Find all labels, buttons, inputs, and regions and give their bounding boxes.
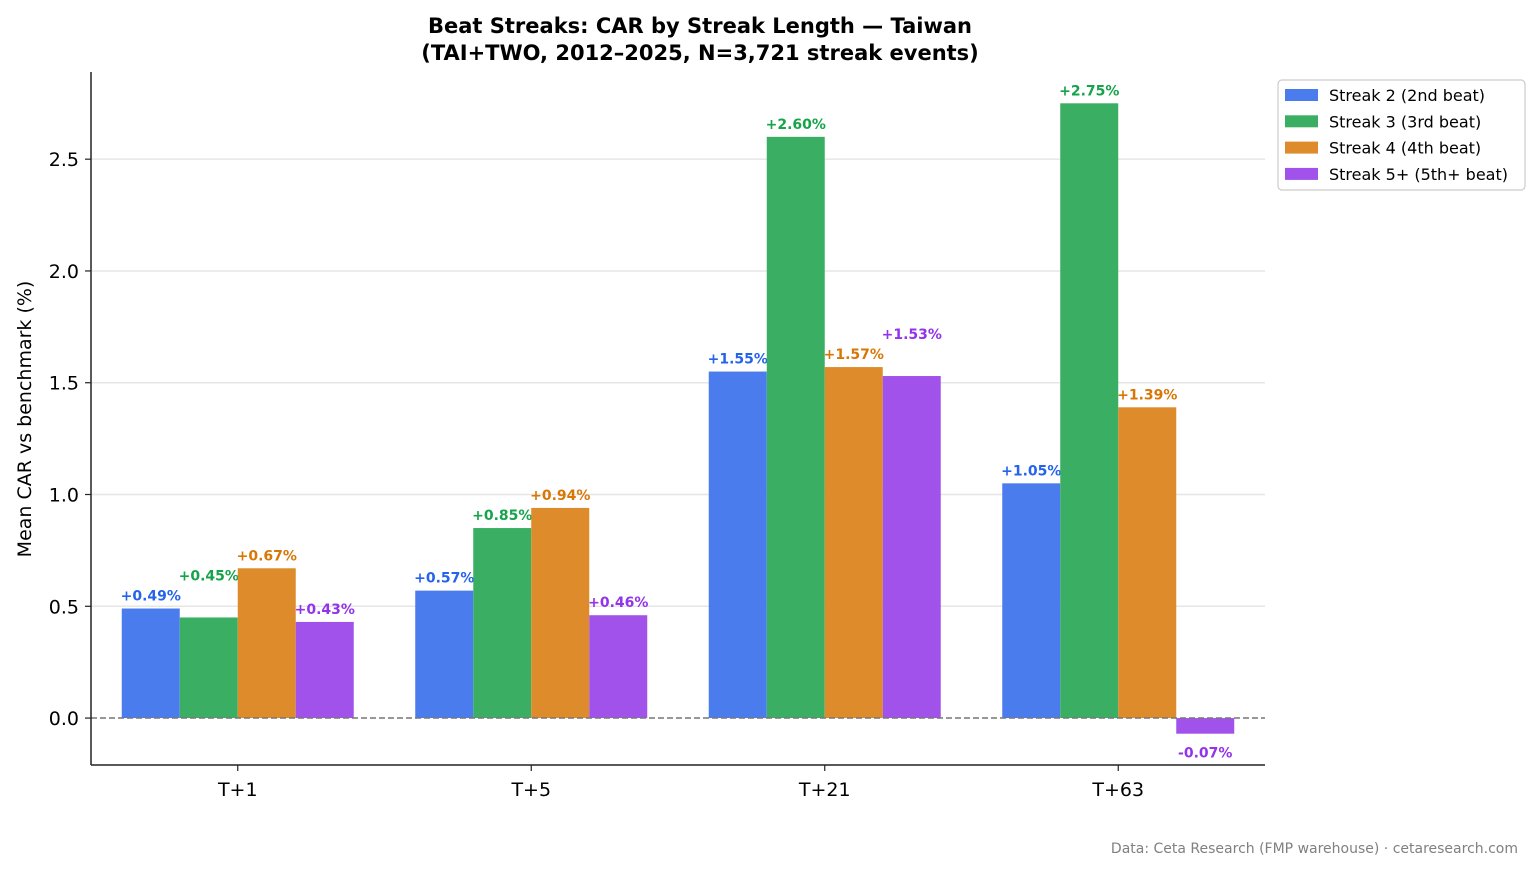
- chart-title: Beat Streaks: CAR by Streak Length — Tai…: [428, 14, 972, 38]
- data-label: -0.07%: [1178, 746, 1232, 762]
- data-label: +0.45%: [179, 569, 239, 585]
- data-label: +2.60%: [766, 117, 826, 133]
- bar: [531, 507, 590, 719]
- legend-box: [1277, 79, 1526, 191]
- footer-source: Data: Ceta Research (FMP warehouse) · ce…: [1111, 841, 1518, 857]
- legend-swatch: [1285, 115, 1318, 128]
- legend-swatch: [1285, 89, 1318, 101]
- data-label: +1.39%: [1117, 387, 1177, 403]
- x-tick-label: T+5: [510, 779, 551, 801]
- bar: [708, 371, 767, 719]
- y-tick-label: 2.0: [49, 261, 79, 283]
- data-label: +1.05%: [1001, 463, 1061, 479]
- bar: [415, 590, 474, 719]
- x-tick-label: T+21: [798, 779, 851, 801]
- bar: [295, 621, 354, 719]
- y-tick-label: 0.0: [49, 708, 79, 730]
- legend-swatch: [1285, 167, 1318, 180]
- bar: [237, 568, 296, 719]
- y-axis-label: Mean CAR vs benchmark (%): [14, 281, 36, 558]
- legend-entry: Streak 5+ (5th+ beat): [1329, 165, 1508, 184]
- bar: [766, 136, 825, 719]
- data-label: +2.75%: [1059, 83, 1119, 99]
- data-label: +0.57%: [414, 571, 474, 587]
- data-label: +0.94%: [530, 488, 590, 504]
- legend-entry: Streak 4 (4th beat): [1329, 139, 1481, 158]
- legend-entry: Streak 3 (3rd beat): [1329, 112, 1481, 131]
- y-tick-label: 1.5: [49, 373, 79, 395]
- data-label: +0.49%: [121, 589, 181, 605]
- bar: [824, 367, 883, 719]
- data-label: +1.55%: [708, 352, 768, 368]
- bar: [1176, 718, 1235, 734]
- data-label: +0.67%: [237, 548, 297, 564]
- data-label: +0.43%: [295, 602, 355, 618]
- legend-entry: Streak 2 (2nd beat): [1329, 86, 1485, 105]
- legend-swatch: [1285, 141, 1318, 154]
- x-tick-label: T+1: [217, 779, 258, 801]
- data-label: +1.53%: [882, 327, 942, 343]
- x-tick-label: T+63: [1091, 779, 1144, 801]
- bar: [473, 528, 532, 719]
- bar: [1118, 407, 1177, 719]
- data-label: +1.57%: [824, 347, 884, 363]
- data-label: +0.85%: [472, 508, 532, 524]
- bar: [1060, 103, 1119, 719]
- y-tick-label: 0.5: [49, 596, 79, 618]
- bar: [1002, 483, 1061, 719]
- y-tick-label: 1.0: [49, 485, 79, 507]
- data-label: +0.46%: [588, 595, 648, 611]
- bar: [179, 617, 238, 719]
- y-tick-label: 2.5: [49, 149, 79, 171]
- bar: [589, 615, 648, 719]
- chart-subtitle: (TAI+TWO, 2012–2025, N=3,721 streak even…: [421, 41, 979, 65]
- bar: [121, 608, 180, 719]
- bar: [882, 376, 941, 719]
